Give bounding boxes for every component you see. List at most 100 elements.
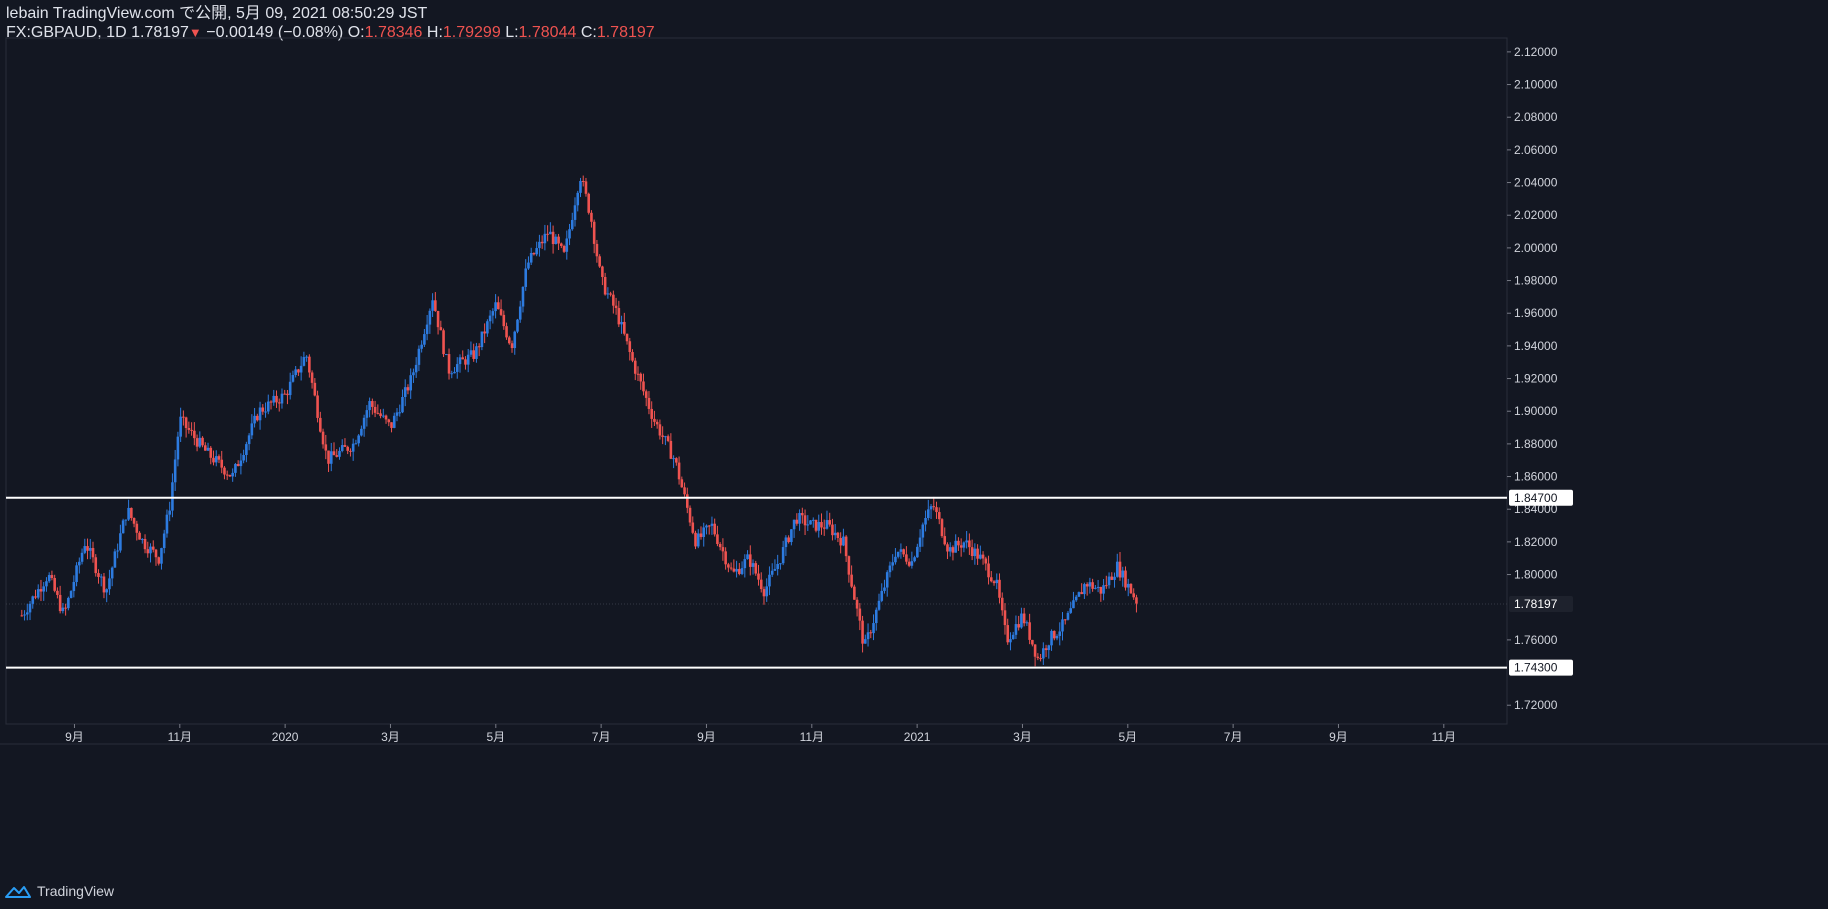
- candle-down: [1052, 630, 1056, 639]
- candle-up: [31, 596, 35, 604]
- candle-down: [20, 615, 24, 617]
- candle-down: [313, 382, 317, 396]
- candle-up: [516, 319, 519, 332]
- horizontal-levels[interactable]: [6, 496, 1507, 669]
- candle-down: [102, 576, 106, 593]
- candle-up: [99, 576, 103, 578]
- candle-up: [61, 607, 65, 612]
- candle-down: [748, 554, 752, 567]
- candle-down: [724, 551, 727, 565]
- candle-down: [256, 415, 259, 421]
- candle-up: [469, 350, 473, 355]
- candle-down: [187, 428, 191, 430]
- level-price-box: [1509, 489, 1573, 506]
- candle-down: [343, 445, 347, 447]
- candle-up: [524, 268, 528, 287]
- candle-up: [1061, 619, 1064, 632]
- candle-down: [699, 533, 703, 537]
- candle-up: [924, 518, 927, 525]
- time-axis[interactable]: 9月 11月 2020 3月 5月 7月 9月 11月 2021 3月 5月 7月 9月 11月: [65, 724, 1456, 744]
- candle-up: [784, 537, 788, 548]
- price-tick-label: 1.94000: [1514, 339, 1558, 353]
- candle-up: [198, 437, 202, 447]
- candle-up: [291, 375, 295, 382]
- candle-down: [349, 450, 352, 452]
- candle-down: [379, 413, 382, 417]
- candle-up: [108, 578, 111, 590]
- candle-down: [1105, 585, 1108, 587]
- candle-down: [64, 607, 67, 609]
- candle-down: [905, 554, 908, 562]
- candle-up: [913, 557, 916, 562]
- price-axis[interactable]: 2.12000 2.10000 2.08000 2.06000 2.04000 2.020…: [1507, 45, 1573, 712]
- candle-up: [1011, 634, 1015, 640]
- candle-down: [209, 447, 213, 458]
- candle-down: [822, 527, 826, 529]
- candle-up: [825, 520, 829, 529]
- symbol-label[interactable]: FX:GBPAUD, 1D: [6, 24, 127, 41]
- candle-down: [853, 586, 856, 600]
- low-label: L:: [505, 24, 519, 41]
- candle-up: [69, 591, 73, 598]
- candle-down: [447, 354, 451, 374]
- candle-down: [625, 333, 629, 342]
- publisher-line: lebain TradingView.com で公開, 5月 09, 2021 …: [6, 5, 428, 22]
- tradingview-logo-icon: [5, 886, 31, 898]
- candle-down: [984, 558, 988, 564]
- price-tick-label: 1.82000: [1514, 535, 1558, 549]
- candle-down: [157, 557, 161, 564]
- candle-up: [25, 612, 29, 615]
- candle-up: [751, 563, 755, 567]
- candle-down: [212, 457, 215, 463]
- candle-down: [1028, 622, 1031, 640]
- candle-up: [234, 464, 237, 473]
- candle-up: [1055, 635, 1059, 639]
- candle-up: [141, 538, 144, 540]
- footer-brand[interactable]: TradingView: [5, 881, 114, 901]
- candle-down: [138, 532, 141, 540]
- candle-up: [954, 540, 957, 553]
- candle-down: [91, 548, 95, 558]
- candle-down: [1031, 639, 1034, 645]
- candle-down: [497, 302, 500, 310]
- time-tick-label: 11月: [800, 730, 824, 744]
- candle-down: [551, 231, 555, 245]
- close-label: C:: [580, 24, 597, 41]
- candle-up: [368, 401, 371, 411]
- candle-up: [527, 262, 530, 269]
- candle-up: [36, 589, 40, 598]
- candle-up: [888, 565, 892, 573]
- candle-down: [505, 326, 508, 338]
- candle-up: [773, 568, 777, 571]
- candle-up: [214, 456, 218, 463]
- change-label: −0.00149 (−0.08%): [206, 24, 344, 41]
- candle-down: [721, 547, 725, 552]
- candle-down: [1135, 597, 1138, 604]
- candle-up: [423, 334, 426, 345]
- open-label: O:: [347, 24, 365, 41]
- candle-up: [1102, 585, 1105, 594]
- candle-up: [874, 609, 878, 624]
- candle-down: [601, 266, 604, 277]
- candle-down: [193, 430, 196, 439]
- candle-down: [707, 525, 711, 527]
- candle-up: [877, 600, 881, 610]
- candle-down: [1063, 619, 1067, 621]
- candle-up: [565, 238, 569, 252]
- candle-up: [842, 536, 845, 546]
- candle-up: [455, 364, 459, 372]
- candle-up: [743, 559, 747, 569]
- candle-up: [864, 639, 867, 644]
- candle-up: [1072, 600, 1075, 609]
- price-tick-label: 1.76000: [1514, 633, 1558, 647]
- candle-up: [340, 445, 344, 451]
- candle-down: [1099, 586, 1103, 594]
- candle-up: [329, 451, 333, 464]
- candle-up: [401, 396, 404, 413]
- candle-up: [1047, 645, 1051, 651]
- candle-up: [250, 423, 254, 436]
- candle-down: [869, 632, 873, 634]
- candle-up: [105, 589, 108, 593]
- candle-up: [414, 364, 418, 373]
